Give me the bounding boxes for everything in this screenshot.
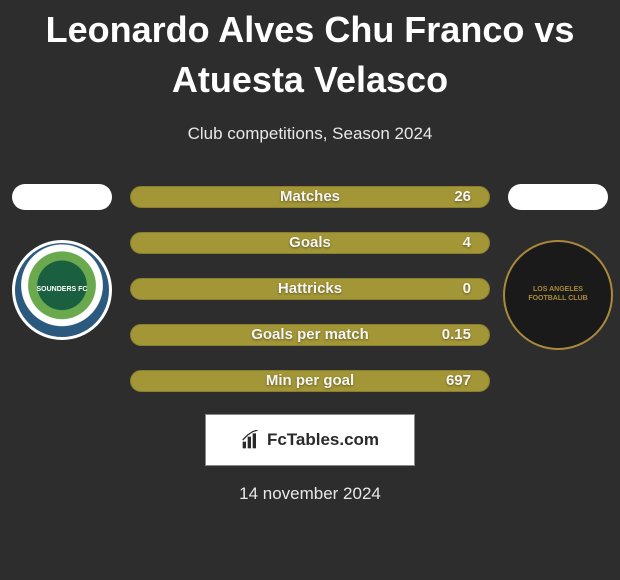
right-club-name: LOS ANGELES FOOTBALL CLUB bbox=[515, 286, 601, 303]
right-club-badge: LOS ANGELES FOOTBALL CLUB bbox=[503, 240, 613, 350]
stat-value: 4 bbox=[463, 234, 471, 251]
left-club-badge: SOUNDERS FC bbox=[12, 240, 112, 340]
content-area: SOUNDERS FC Matches 26 Goals 4 Hattricks… bbox=[0, 184, 620, 392]
stat-row-mpg: Min per goal 697 bbox=[130, 370, 490, 392]
stat-row-matches: Matches 26 bbox=[130, 186, 490, 208]
stat-label: Goals bbox=[289, 234, 331, 251]
right-pill bbox=[508, 184, 608, 210]
subtitle: Club competitions, Season 2024 bbox=[188, 124, 433, 144]
stat-value: 26 bbox=[454, 188, 471, 205]
left-club-name: SOUNDERS FC bbox=[37, 286, 88, 294]
stats-column: Matches 26 Goals 4 Hattricks 0 Goals per… bbox=[130, 184, 490, 392]
stat-value: 697 bbox=[446, 372, 471, 389]
date-text: 14 november 2024 bbox=[239, 484, 381, 504]
stat-row-gpm: Goals per match 0.15 bbox=[130, 324, 490, 346]
chart-icon bbox=[241, 430, 261, 450]
source-box: FcTables.com bbox=[205, 414, 415, 466]
left-column: SOUNDERS FC bbox=[12, 184, 112, 340]
stat-label: Matches bbox=[280, 188, 340, 205]
stat-value: 0.15 bbox=[442, 326, 471, 343]
comparison-title: Leonardo Alves Chu Franco vs Atuesta Vel… bbox=[0, 5, 620, 106]
stat-row-goals: Goals 4 bbox=[130, 232, 490, 254]
stat-label: Min per goal bbox=[266, 372, 354, 389]
left-pill bbox=[12, 184, 112, 210]
stat-value: 0 bbox=[463, 280, 471, 297]
stat-label: Hattricks bbox=[278, 280, 342, 297]
source-label: FcTables.com bbox=[267, 430, 379, 450]
stat-row-hattricks: Hattricks 0 bbox=[130, 278, 490, 300]
stat-label: Goals per match bbox=[251, 326, 369, 343]
right-column: LOS ANGELES FOOTBALL CLUB bbox=[508, 184, 608, 350]
